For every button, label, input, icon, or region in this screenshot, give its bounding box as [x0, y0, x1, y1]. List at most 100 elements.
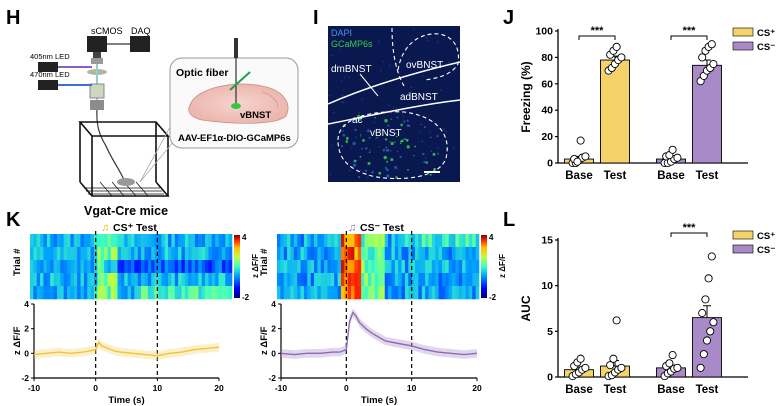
- kr-cell: [320, 286, 325, 300]
- kl-cell: [53, 286, 58, 300]
- j-point: [576, 136, 585, 145]
- kl-cell: [127, 286, 132, 300]
- kr-cell: [411, 260, 416, 274]
- panel-l: L 0 5 10 15 AUC Base Test Base Test *** CS⁺ CS⁻: [503, 209, 775, 396]
- kr-cell: [354, 260, 359, 274]
- kr-cell: [428, 273, 433, 287]
- kr-cell: [421, 273, 426, 287]
- kr-cell: [297, 260, 301, 274]
- l-point: [576, 354, 585, 363]
- kl-cell: [40, 234, 44, 248]
- kr-cell: [408, 247, 412, 261]
- kl-cell: [198, 260, 202, 274]
- j-xtick-label: Base: [657, 170, 685, 182]
- kr-trace-xtick-label: 10: [407, 383, 417, 393]
- kr-cell: [307, 273, 311, 287]
- kr-cell: [287, 260, 291, 274]
- kr-cell: [357, 286, 362, 300]
- cell-speck: [368, 151, 371, 153]
- cell-speck: [384, 119, 388, 123]
- kr-cell: [374, 286, 379, 300]
- kr-cell: [401, 260, 406, 274]
- kl-cell: [110, 260, 115, 274]
- kl-cell: [107, 286, 112, 300]
- kl-cell: [60, 247, 64, 261]
- kl-cell: [46, 273, 51, 287]
- dapi-speck: [373, 121, 375, 124]
- kr-cell: [425, 273, 429, 287]
- kl-cell: [151, 286, 155, 300]
- l-point: [707, 252, 716, 261]
- kl-cell: [208, 247, 213, 261]
- kr-cell: [357, 273, 362, 287]
- kl-cell: [80, 273, 85, 287]
- dapi-speck: [340, 80, 343, 82]
- dapi-speck: [329, 174, 332, 176]
- kr-cell: [287, 286, 291, 300]
- cell-speck: [383, 155, 387, 160]
- kr-cell: [408, 273, 412, 287]
- left-heatmap: [30, 234, 233, 300]
- kr-cell: [337, 286, 342, 300]
- cell-speck: [360, 134, 362, 136]
- kl-cell: [191, 260, 196, 274]
- right-colorbar-min: -2: [489, 293, 497, 302]
- kl-cell: [171, 247, 176, 261]
- kr-cell: [337, 234, 342, 248]
- kr-trace-sem-band: [281, 308, 477, 359]
- kr-cell: [458, 286, 463, 300]
- cell-speck: [384, 166, 387, 170]
- kl-cell: [188, 273, 192, 287]
- kl-cell: [60, 273, 64, 287]
- kr-cell: [462, 260, 466, 274]
- kr-cell: [307, 247, 311, 261]
- kl-cell: [56, 234, 61, 248]
- kr-cell: [297, 234, 301, 248]
- j-point: [617, 53, 626, 62]
- kl-cell: [168, 286, 172, 300]
- kl-cell: [104, 273, 108, 287]
- kl-cell: [131, 234, 135, 248]
- kl-cell: [67, 260, 71, 274]
- led2-label: 470nm LED: [30, 70, 70, 79]
- cell-speck: [381, 128, 384, 131]
- kr-cell: [351, 286, 355, 300]
- kr-cell: [340, 247, 345, 261]
- kr-cell: [468, 273, 473, 287]
- kl-cell: [211, 260, 216, 274]
- kr-cell: [441, 247, 446, 261]
- kl-cell: [114, 247, 118, 261]
- kl-cell: [110, 273, 115, 287]
- kl-cell: [77, 234, 81, 248]
- led1-label: 405nm LED: [30, 52, 70, 61]
- left-colorbar-min: -2: [242, 293, 250, 302]
- kl-cell: [171, 260, 176, 274]
- kr-cell: [280, 273, 285, 287]
- kl-cell: [40, 286, 44, 300]
- kr-cell: [384, 273, 389, 287]
- kl-cell: [90, 234, 95, 248]
- kr-cell: [307, 260, 311, 274]
- kr-cell: [391, 286, 396, 300]
- kl-cell: [181, 234, 186, 248]
- kr-cell: [351, 234, 355, 248]
- kl-cell: [43, 260, 48, 274]
- mouse-icon: [117, 178, 135, 186]
- kl-cell: [120, 273, 125, 287]
- kr-cell: [340, 273, 345, 287]
- kr-cell: [455, 247, 460, 261]
- kr-cell: [367, 273, 372, 287]
- kr-cell: [337, 260, 342, 274]
- kl-cell: [208, 273, 213, 287]
- kr-cell: [300, 260, 305, 274]
- kl-cell: [50, 234, 54, 248]
- kl-cell: [157, 247, 162, 261]
- kr-cell: [425, 286, 429, 300]
- kl-cell: [67, 247, 71, 261]
- l-point: [698, 309, 707, 318]
- l-point: [701, 295, 710, 304]
- kl-cell: [164, 234, 169, 248]
- kr-cell: [310, 286, 315, 300]
- kr-cell: [394, 273, 399, 287]
- cell-speck: [367, 129, 370, 133]
